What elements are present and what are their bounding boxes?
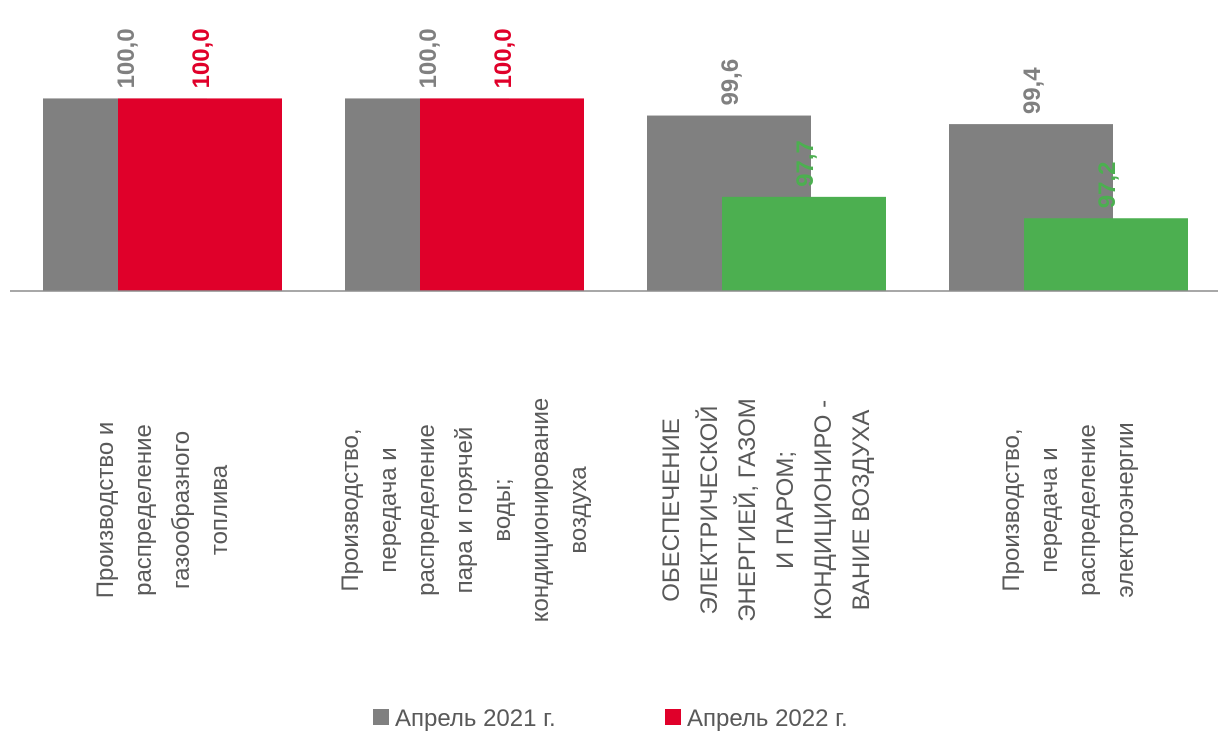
x-tick-label: Производство и распределение газообразного… [92, 422, 233, 599]
bar [118, 98, 282, 291]
value-label: 100,0 [113, 28, 140, 88]
x-tick-label: Производство, передача и распределение пара… [337, 398, 592, 622]
value-label: 100,0 [490, 28, 517, 88]
x-tick-label: ОБЕСПЕЧЕНИЕ ЭЛЕКТРИЧЕСКОЙ ЭНЕРГИЕЙ, ГАЗОМ И… [658, 398, 875, 621]
value-label: 100,0 [188, 28, 215, 88]
legend-label: Апрель 2021 г. [395, 705, 556, 732]
value-label: 97,7 [792, 140, 819, 187]
legend-swatch [665, 709, 681, 725]
legend-swatch [373, 709, 389, 725]
value-label: 97,2 [1094, 162, 1121, 209]
bar [722, 196, 886, 291]
legend-label: Апрель 2022 г. [687, 705, 848, 732]
value-label: 99,4 [1019, 67, 1046, 114]
value-label: 99,6 [717, 59, 744, 106]
bar [1024, 218, 1188, 291]
x-tick-label: Производство, передача и распределение элек… [998, 422, 1139, 597]
bar [420, 98, 584, 291]
value-label: 100,0 [415, 28, 442, 88]
